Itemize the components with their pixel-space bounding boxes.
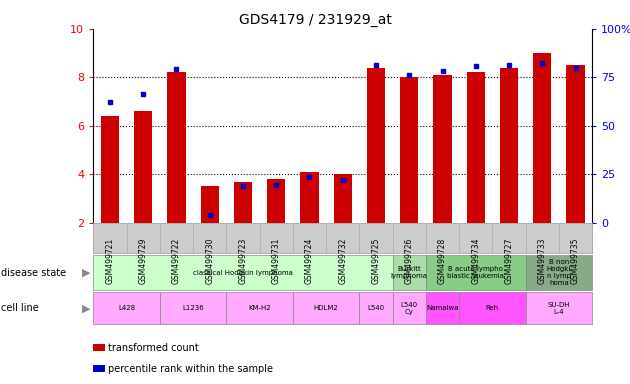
Text: Burkitt
lymphoma: Burkitt lymphoma (391, 266, 428, 279)
Text: cell line: cell line (1, 303, 39, 313)
Bar (566, 65, 585, 223)
Bar (333, 174, 352, 223)
Text: GSM499728: GSM499728 (438, 237, 447, 284)
Text: disease state: disease state (1, 268, 66, 278)
Bar (433, 75, 452, 223)
Text: ▶: ▶ (82, 303, 90, 313)
Text: classical Hodgkin lymphoma: classical Hodgkin lymphoma (193, 270, 293, 276)
Bar (267, 179, 285, 223)
Text: ▶: ▶ (82, 268, 90, 278)
Bar (533, 53, 551, 223)
Text: GSM499729: GSM499729 (139, 237, 147, 284)
Text: GSM499735: GSM499735 (571, 237, 580, 284)
Text: GSM499730: GSM499730 (205, 237, 214, 284)
Text: transformed count: transformed count (108, 343, 199, 353)
Bar (400, 77, 418, 223)
Text: KM-H2: KM-H2 (248, 305, 271, 311)
Text: GSM499725: GSM499725 (372, 237, 381, 284)
Text: GSM499727: GSM499727 (505, 237, 513, 284)
Text: GSM499722: GSM499722 (172, 237, 181, 284)
Bar (367, 68, 385, 223)
Text: Namalwa: Namalwa (427, 305, 459, 311)
Bar (500, 68, 518, 223)
Text: GDS4179 / 231929_at: GDS4179 / 231929_at (239, 13, 391, 27)
Text: GSM499721: GSM499721 (105, 237, 115, 284)
Text: L1236: L1236 (182, 305, 204, 311)
Text: SU-DH
L-4: SU-DH L-4 (547, 302, 570, 314)
Text: B acute lympho
blastic leukemia: B acute lympho blastic leukemia (447, 266, 504, 279)
Bar (301, 172, 319, 223)
Text: B non
Hodgki
n lymp
homa: B non Hodgki n lymp homa (547, 259, 571, 286)
Text: GSM499726: GSM499726 (404, 237, 414, 284)
Bar (134, 111, 152, 223)
Text: GSM499733: GSM499733 (538, 237, 547, 284)
Text: L540: L540 (367, 305, 384, 311)
Bar (200, 186, 219, 223)
Text: L540
Cy: L540 Cy (401, 302, 418, 314)
Text: GSM499724: GSM499724 (305, 237, 314, 284)
Text: GSM499734: GSM499734 (471, 237, 480, 284)
Text: GSM499731: GSM499731 (272, 237, 281, 284)
Text: GSM499732: GSM499732 (338, 237, 347, 284)
Text: HDLM2: HDLM2 (314, 305, 338, 311)
Text: GSM499723: GSM499723 (238, 237, 248, 284)
Text: percentile rank within the sample: percentile rank within the sample (108, 364, 273, 374)
Bar (467, 73, 485, 223)
Bar (101, 116, 119, 223)
Text: L428: L428 (118, 305, 135, 311)
Text: Reh: Reh (486, 305, 499, 311)
Bar (234, 182, 252, 223)
Bar (167, 73, 186, 223)
